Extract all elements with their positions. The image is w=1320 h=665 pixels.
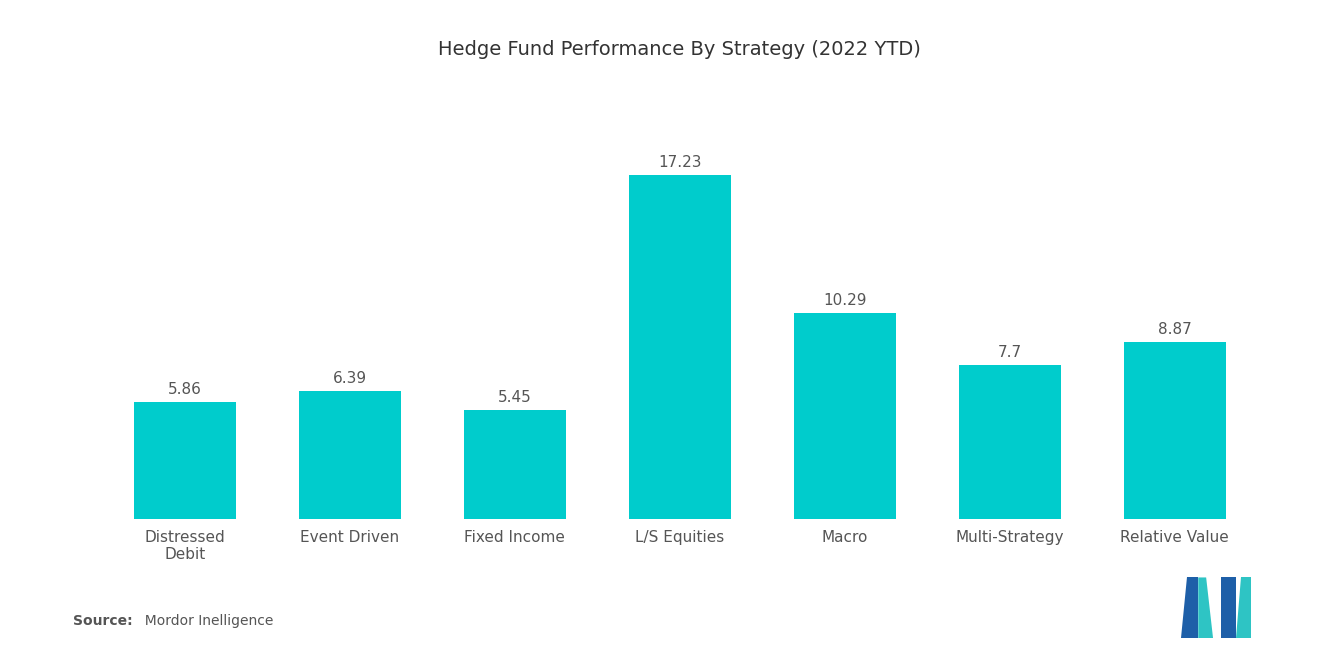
Bar: [628, 175, 731, 519]
Text: 5.45: 5.45: [498, 390, 532, 405]
Text: 5.86: 5.86: [168, 382, 202, 397]
Polygon shape: [1199, 577, 1213, 638]
Text: 6.39: 6.39: [333, 371, 367, 386]
Text: 17.23: 17.23: [659, 155, 701, 170]
Text: 8.87: 8.87: [1158, 322, 1192, 336]
Title: Hedge Fund Performance By Strategy (2022 YTD): Hedge Fund Performance By Strategy (2022…: [438, 40, 921, 59]
Polygon shape: [1221, 577, 1236, 638]
Text: Source:: Source:: [73, 614, 132, 628]
Polygon shape: [1236, 577, 1250, 638]
Bar: [298, 391, 401, 519]
Bar: [958, 365, 1061, 519]
Text: 10.29: 10.29: [822, 293, 866, 309]
Bar: [1123, 342, 1226, 519]
Bar: [793, 313, 896, 519]
Text: Mordor Inelligence: Mordor Inelligence: [136, 614, 273, 628]
Bar: [133, 402, 236, 519]
Text: 7.7: 7.7: [998, 345, 1022, 360]
Polygon shape: [1181, 577, 1199, 638]
Bar: [463, 410, 566, 519]
